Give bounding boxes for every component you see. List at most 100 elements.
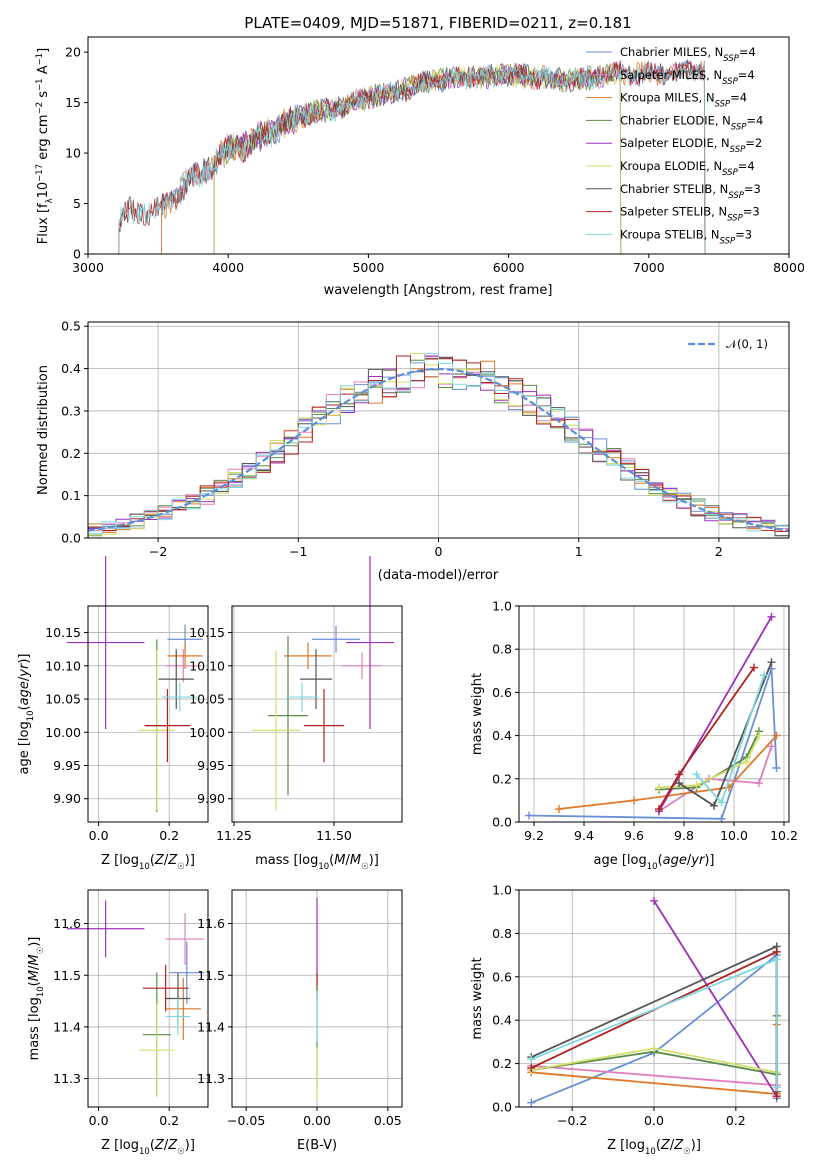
y-axis-label: Normed distribution xyxy=(36,365,51,495)
axes-mass_vs_Z: 0.0 0.2 11.3 11.4 11.5 11.6 Z [log10(Z/Z☉)] mas… xyxy=(27,889,209,1157)
legend-entry: Chabrier STELIB, NSSP=3 xyxy=(620,182,761,201)
x-axis-label: Z [log10(Z/Z☉)] xyxy=(101,1138,195,1157)
y-axis-label: mass weight xyxy=(470,673,485,755)
weight-marker xyxy=(630,796,638,805)
y-axis-label: mass weight xyxy=(470,957,485,1039)
weight-line xyxy=(558,734,778,810)
errorbar-point xyxy=(167,642,203,670)
axes-frame xyxy=(87,889,209,1108)
weight-marker xyxy=(650,1044,658,1053)
y-tick-label: 11.6 xyxy=(53,916,81,931)
legend-entry: Salpeter STELIB, NSSP=3 xyxy=(620,205,760,224)
x-tick-label: 9.8 xyxy=(674,828,694,843)
x-tick-label: 0.2 xyxy=(726,1113,746,1128)
x-tick-label: 11.25 xyxy=(216,828,252,843)
errorbar-point xyxy=(304,689,344,763)
y-tick-label: 0.2 xyxy=(61,446,81,461)
y-tick-label: 0.0 xyxy=(61,531,81,546)
weight-marker xyxy=(772,731,781,740)
axes-frame xyxy=(87,605,209,823)
errorbar-point xyxy=(144,689,191,763)
weight-marker xyxy=(772,1083,781,1092)
y-tick-label: 1.0 xyxy=(492,883,512,898)
x-tick-label: −2 xyxy=(149,544,167,559)
weight-line xyxy=(658,616,773,812)
normal-reference-curve xyxy=(87,367,790,532)
legend-entry: Kroupa STELIB, NSSP=3 xyxy=(620,227,752,246)
errorbar-point xyxy=(346,556,394,729)
plot-area-mass_weight_vs_age xyxy=(525,612,781,823)
axes-residuals: −2 −1 0 1 2 0.0 0.1 0.2 0.3 0.4 0.5 𝒩(0, 1) (data-mo… xyxy=(36,319,790,583)
spectrum-line xyxy=(213,63,622,255)
y-tick-label: 0.3 xyxy=(61,403,81,418)
errorbar-point xyxy=(139,650,175,811)
x-tick-label: 5000 xyxy=(352,260,384,275)
y-tick-label: 9.95 xyxy=(53,758,81,773)
x-tick-label: 4000 xyxy=(212,260,244,275)
errorbar-point xyxy=(139,1003,175,1097)
legend-entry: Kroupa ELODIE, NSSP=4 xyxy=(620,159,755,178)
x-tick-label: −1 xyxy=(289,544,307,559)
weight-line xyxy=(658,735,760,789)
weight-marker xyxy=(750,663,758,672)
weight-series xyxy=(655,612,776,816)
plot-area-age_vs_Z xyxy=(66,556,203,813)
weight-line xyxy=(658,730,760,791)
y-tick-label: 0.0 xyxy=(492,815,512,830)
errorbar-point xyxy=(284,642,332,670)
x-tick-label: 0.2 xyxy=(159,1113,179,1128)
weight-marker xyxy=(675,779,683,788)
weight-marker xyxy=(767,742,776,751)
x-tick-label: 10.2 xyxy=(770,828,798,843)
x-tick-label: 6000 xyxy=(493,260,525,275)
errorbar-point xyxy=(165,913,205,965)
plot-area-mass_weight_vs_Z xyxy=(527,896,781,1107)
errorbar-point xyxy=(165,977,201,1040)
weight-marker xyxy=(525,811,533,820)
weight-marker xyxy=(772,947,781,956)
weight-line xyxy=(653,900,778,1097)
x-axis-label: wavelength [Angstrom, rest frame] xyxy=(324,283,553,298)
errorbar-point xyxy=(158,649,194,710)
y-tick-label: 0.0 xyxy=(492,1100,512,1115)
weight-series xyxy=(525,664,781,823)
weight-marker xyxy=(717,798,726,807)
y-tick-label: 11.3 xyxy=(197,1071,225,1086)
y-tick-label: 1.0 xyxy=(492,599,512,614)
x-axis-label: E(B-V) xyxy=(297,1138,337,1153)
weight-marker xyxy=(527,1063,536,1072)
axes-frame xyxy=(231,605,403,823)
weight-marker xyxy=(527,1055,536,1064)
x-tick-label: −0.2 xyxy=(557,1113,587,1128)
errorbar-point xyxy=(300,649,332,710)
y-tick-label: 20 xyxy=(65,45,81,60)
legend-entry: Chabrier MILES, NSSP=4 xyxy=(620,45,756,64)
figure-title: PLATE=0409, MJD=51871, FIBERID=0211, z=0… xyxy=(244,14,631,32)
y-tick-label: 11.5 xyxy=(197,968,225,983)
x-tick-label: 8000 xyxy=(773,260,805,275)
y-tick-label: 0.8 xyxy=(492,926,512,941)
y-tick-label: 0.6 xyxy=(492,969,512,984)
spectrum-line xyxy=(118,60,706,255)
x-tick-label: 0.2 xyxy=(159,828,179,843)
weight-marker xyxy=(767,658,776,667)
legend-entry: Salpeter MILES, NSSP=4 xyxy=(620,68,755,87)
y-tick-label: 9.95 xyxy=(197,758,225,773)
x-tick-label: 11.50 xyxy=(316,828,352,843)
y-tick-label: 11.4 xyxy=(197,1019,225,1034)
weight-marker xyxy=(710,801,718,810)
errorbar-point xyxy=(312,625,360,653)
y-tick-label: 0.4 xyxy=(61,361,81,376)
y-tick-label: 0 xyxy=(73,247,81,262)
legend-entry: 𝒩(0, 1) xyxy=(726,337,768,351)
legend-entry: Kroupa MILES, NSSP=4 xyxy=(620,91,747,110)
y-tick-label: 0.4 xyxy=(492,1013,512,1028)
weight-marker xyxy=(655,783,663,792)
y-tick-label: 0.6 xyxy=(492,685,512,700)
errorbar-point xyxy=(142,964,189,1012)
x-tick-label: 3000 xyxy=(72,260,104,275)
x-axis-label: mass [log10(M/M☉)] xyxy=(255,853,379,872)
x-tick-label: 0.00 xyxy=(303,1113,331,1128)
spectrum-line xyxy=(213,64,622,255)
